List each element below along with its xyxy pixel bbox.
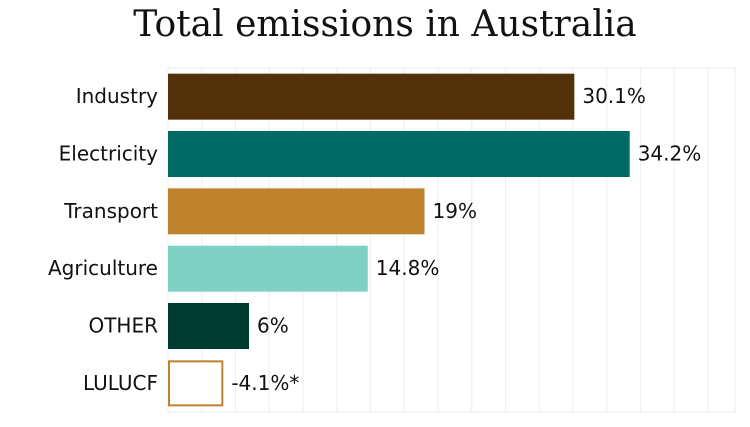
value-label: 34.2% [638,142,702,166]
bar [168,73,575,120]
category-label: Electricity [59,142,159,166]
value-label: -4.1%* [231,371,299,395]
bar [168,245,368,292]
bar [168,131,630,177]
bar [168,360,224,407]
category-label: Industry [76,84,158,108]
value-label: 30.1% [582,84,646,108]
category-label: LULUCF [83,371,158,395]
value-label: 19% [433,199,477,223]
value-label: 14.8% [376,256,440,280]
value-label: 6% [257,314,289,338]
category-label: Transport [63,199,158,223]
bar [168,303,249,349]
category-label: Agriculture [48,256,158,280]
category-label: OTHER [88,314,158,338]
chart-title: Total emissions in Australia [133,4,636,45]
bar [168,188,425,235]
